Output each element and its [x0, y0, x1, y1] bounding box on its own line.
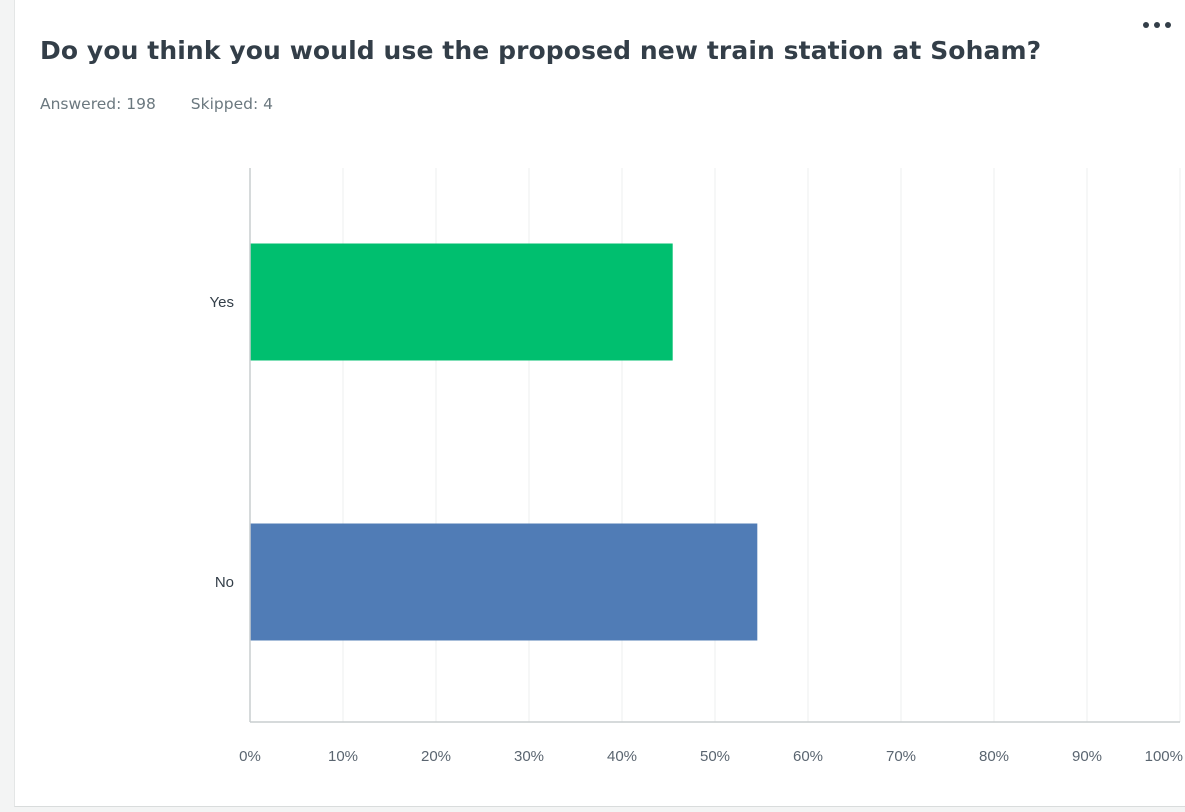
- question-title: Do you think you would use the proposed …: [40, 36, 1042, 65]
- x-tick-label: 10%: [328, 748, 358, 765]
- dot: [1143, 22, 1149, 28]
- category-label: Yes: [210, 294, 234, 311]
- x-tick-label: 20%: [421, 748, 451, 765]
- bars: [250, 243, 758, 641]
- dot: [1165, 22, 1171, 28]
- axes: [249, 168, 1180, 723]
- x-tick-label: 0%: [239, 748, 261, 765]
- category-label: No: [215, 574, 234, 591]
- bar-no[interactable]: [250, 523, 758, 641]
- category-labels: Yes No: [210, 294, 234, 591]
- x-tick-label: 30%: [514, 748, 544, 765]
- x-tick-labels: 0% 10% 20% 30% 40% 50% 60% 70% 80% 90% 100%: [239, 748, 1183, 765]
- response-stats: Answered: 198 Skipped: 4: [40, 95, 273, 113]
- x-tick-label: 60%: [793, 748, 823, 765]
- bar-yes[interactable]: [250, 243, 673, 361]
- dot: [1154, 22, 1160, 28]
- x-tick-label: 70%: [886, 748, 916, 765]
- x-tick-label: 40%: [607, 748, 637, 765]
- answered-count: Answered: 198: [40, 95, 156, 113]
- skipped-count: Skipped: 4: [190, 95, 273, 113]
- x-tick-label: 80%: [979, 748, 1009, 765]
- x-tick-label: 100%: [1145, 748, 1183, 765]
- x-tick-label: 50%: [700, 748, 730, 765]
- x-tick-label: 90%: [1072, 748, 1102, 765]
- more-options-icon[interactable]: [1140, 12, 1174, 38]
- question-card: [14, 0, 1185, 807]
